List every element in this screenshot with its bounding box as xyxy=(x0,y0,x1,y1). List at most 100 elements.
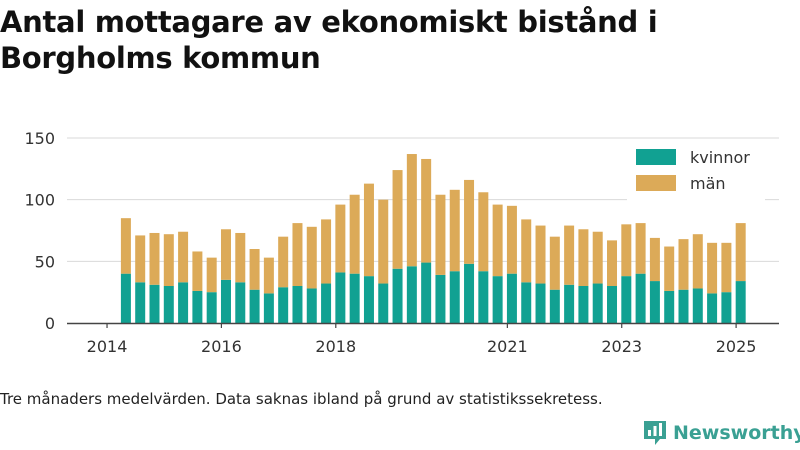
bar-man xyxy=(721,242,732,293)
x-tick-label: 2018 xyxy=(315,337,356,356)
bar-man xyxy=(578,229,589,286)
brand-logo: Newsworthy xyxy=(643,418,800,448)
bar-man xyxy=(449,189,460,272)
bar-man xyxy=(735,223,746,282)
bar-kvinnor xyxy=(607,286,618,323)
bar-kvinnor xyxy=(564,284,575,323)
x-tick-label: 2021 xyxy=(487,337,528,356)
bar-kvinnor xyxy=(721,292,732,323)
bar-man xyxy=(321,219,332,284)
bar-kvinnor xyxy=(363,276,374,323)
bar-man xyxy=(421,158,432,263)
bar-man xyxy=(492,204,503,277)
bar-man xyxy=(506,205,517,274)
bar-man xyxy=(678,239,689,290)
bar-man xyxy=(635,223,646,274)
bar-kvinnor xyxy=(149,284,160,323)
bar-man xyxy=(592,231,603,284)
bar-man xyxy=(649,237,660,282)
bar-man xyxy=(192,251,203,291)
legend-label-man: män xyxy=(690,174,726,193)
chart: 0 50 100 150 2014 2016 2018 2021 2023 2025 kvinn… xyxy=(24,129,779,356)
bar-kvinnor xyxy=(321,283,332,323)
bar-kvinnor xyxy=(535,283,546,323)
bar-kvinnor xyxy=(692,288,703,323)
bar-kvinnor xyxy=(220,279,231,323)
bar-kvinnor xyxy=(578,286,589,323)
bar-kvinnor xyxy=(163,286,174,323)
bar-man xyxy=(120,218,131,274)
y-tick-label: 50 xyxy=(35,252,55,271)
bar-kvinnor xyxy=(249,289,260,323)
bar-man xyxy=(392,170,403,269)
bar-kvinnor xyxy=(435,274,446,323)
bar-kvinnor xyxy=(449,271,460,323)
bar-man xyxy=(263,257,274,294)
bar-kvinnor xyxy=(306,288,317,323)
bar-kvinnor xyxy=(464,263,475,323)
bar-kvinnor xyxy=(178,282,189,323)
bar-chart-logo-icon xyxy=(644,421,666,445)
bar-man xyxy=(521,219,532,283)
x-tick-label: 2016 xyxy=(201,337,242,356)
bar-kvinnor xyxy=(135,282,146,323)
bar-man xyxy=(549,236,560,290)
bar-kvinnor xyxy=(263,293,274,323)
bar-kvinnor xyxy=(521,282,532,323)
bar-kvinnor xyxy=(506,273,517,323)
footnote: Tre månaders medelvärden. Data saknas ib… xyxy=(0,390,603,408)
bar-kvinnor xyxy=(192,290,203,323)
bar-kvinnor xyxy=(120,273,131,323)
bar-man xyxy=(621,224,632,277)
bar-man xyxy=(135,235,146,283)
legend-label-kvinnor: kvinnor xyxy=(690,148,750,167)
bar-man xyxy=(464,179,475,264)
bar-man xyxy=(149,232,160,285)
bars xyxy=(120,154,746,323)
y-tick-label: 100 xyxy=(24,191,55,210)
bar-man xyxy=(292,223,303,286)
bar-man xyxy=(435,194,446,275)
bar-man xyxy=(335,204,346,273)
bar-man xyxy=(707,242,718,294)
bar-kvinnor xyxy=(735,281,746,323)
legend-swatch-man xyxy=(636,175,676,191)
x-tick-label: 2023 xyxy=(601,337,642,356)
bar-kvinnor xyxy=(664,290,675,323)
bar-kvinnor xyxy=(621,276,632,323)
x-tick-label: 2014 xyxy=(87,337,128,356)
bar-man xyxy=(478,192,489,272)
bar-kvinnor xyxy=(335,272,346,323)
bar-kvinnor xyxy=(292,286,303,323)
bar-kvinnor xyxy=(349,273,360,323)
bar-man xyxy=(664,246,675,291)
bar-man xyxy=(564,225,575,285)
bar-man xyxy=(378,199,389,284)
bar-kvinnor xyxy=(206,292,217,323)
bar-man xyxy=(349,194,360,274)
y-tick-label: 150 xyxy=(24,129,55,148)
bar-kvinnor xyxy=(278,287,289,323)
bar-man xyxy=(535,225,546,284)
bar-kvinnor xyxy=(492,276,503,323)
bar-man xyxy=(178,231,189,283)
y-tick-label: 0 xyxy=(45,314,55,333)
bar-man xyxy=(692,234,703,289)
bar-kvinnor xyxy=(635,273,646,323)
bar-kvinnor xyxy=(392,268,403,323)
x-tick-label: 2025 xyxy=(716,337,757,356)
bar-man xyxy=(363,183,374,277)
bar-man xyxy=(607,240,618,286)
bar-man xyxy=(163,234,174,286)
bar-kvinnor xyxy=(592,283,603,323)
bar-man xyxy=(406,154,417,267)
bar-man xyxy=(278,236,289,288)
bar-kvinnor xyxy=(678,289,689,323)
y-axis: 0 50 100 150 xyxy=(24,129,55,333)
legend-swatch-kvinnor xyxy=(636,149,676,165)
brand-name: Newsworthy xyxy=(673,422,800,444)
legend: kvinnor män xyxy=(627,139,765,201)
bar-kvinnor xyxy=(235,282,246,323)
bar-kvinnor xyxy=(707,293,718,323)
bar-man xyxy=(306,226,317,289)
